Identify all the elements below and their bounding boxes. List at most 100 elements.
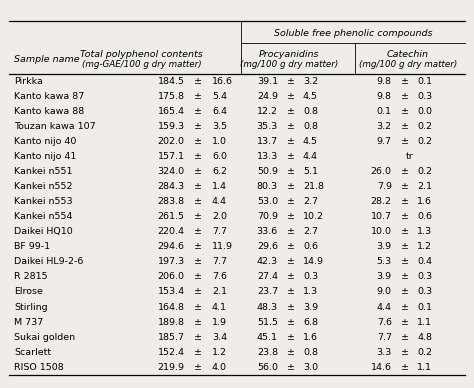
Text: 159.3: 159.3	[157, 122, 185, 131]
Text: 3.2: 3.2	[376, 122, 392, 131]
Text: 1.3: 1.3	[303, 288, 318, 296]
Text: 28.2: 28.2	[371, 197, 392, 206]
Text: Stirling: Stirling	[14, 303, 48, 312]
Text: 165.4: 165.4	[158, 107, 185, 116]
Text: ±: ±	[287, 272, 295, 281]
Text: 16.6: 16.6	[212, 77, 233, 86]
Text: 5.4: 5.4	[212, 92, 227, 101]
Text: 4.4: 4.4	[212, 197, 227, 206]
Text: ±: ±	[194, 303, 202, 312]
Text: ±: ±	[194, 272, 202, 281]
Text: 7.7: 7.7	[377, 333, 392, 341]
Text: 13.7: 13.7	[257, 137, 278, 146]
Text: Sample name: Sample name	[14, 55, 80, 64]
Text: ±: ±	[194, 92, 202, 101]
Text: ±: ±	[194, 182, 202, 191]
Text: Procyanidins: Procyanidins	[259, 50, 319, 59]
Text: ±: ±	[287, 197, 295, 206]
Text: 0.2: 0.2	[417, 167, 432, 176]
Text: 1.1: 1.1	[417, 317, 432, 327]
Text: ±: ±	[401, 77, 409, 86]
Text: 24.9: 24.9	[257, 92, 278, 101]
Text: 5.3: 5.3	[376, 257, 392, 267]
Text: 219.9: 219.9	[158, 363, 185, 372]
Text: ±: ±	[287, 167, 295, 176]
Text: RISO 1508: RISO 1508	[14, 363, 64, 372]
Text: ±: ±	[401, 92, 409, 101]
Text: ±: ±	[194, 242, 202, 251]
Text: ±: ±	[194, 317, 202, 327]
Text: 10.0: 10.0	[371, 227, 392, 236]
Text: 45.1: 45.1	[257, 333, 278, 341]
Text: 3.9: 3.9	[376, 242, 392, 251]
Text: 6.4: 6.4	[212, 107, 227, 116]
Text: 4.8: 4.8	[417, 333, 432, 341]
Text: ±: ±	[401, 212, 409, 221]
Text: ±: ±	[401, 197, 409, 206]
Text: 0.6: 0.6	[417, 212, 432, 221]
Text: 50.9: 50.9	[257, 167, 278, 176]
Text: ±: ±	[287, 92, 295, 101]
Text: ±: ±	[287, 333, 295, 341]
Text: ±: ±	[287, 182, 295, 191]
Text: ±: ±	[401, 107, 409, 116]
Text: 294.6: 294.6	[158, 242, 185, 251]
Text: 6.0: 6.0	[212, 152, 227, 161]
Text: 3.9: 3.9	[303, 303, 318, 312]
Text: 80.3: 80.3	[257, 182, 278, 191]
Text: 9.8: 9.8	[377, 77, 392, 86]
Text: ±: ±	[194, 333, 202, 341]
Text: ±: ±	[287, 348, 295, 357]
Text: 14.6: 14.6	[371, 363, 392, 372]
Text: (mg/100 g dry matter): (mg/100 g dry matter)	[240, 60, 338, 69]
Text: ±: ±	[194, 167, 202, 176]
Text: 0.8: 0.8	[303, 107, 318, 116]
Text: 206.0: 206.0	[158, 272, 185, 281]
Text: ±: ±	[401, 303, 409, 312]
Text: ±: ±	[401, 227, 409, 236]
Text: Daikei HQ10: Daikei HQ10	[14, 227, 73, 236]
Text: 3.0: 3.0	[303, 363, 318, 372]
Text: ±: ±	[194, 122, 202, 131]
Text: Daikei HL9-2-6: Daikei HL9-2-6	[14, 257, 83, 267]
Text: 7.6: 7.6	[377, 317, 392, 327]
Text: 7.6: 7.6	[212, 272, 227, 281]
Text: 51.5: 51.5	[257, 317, 278, 327]
Text: 11.9: 11.9	[212, 242, 233, 251]
Text: 0.2: 0.2	[417, 122, 432, 131]
Text: 4.0: 4.0	[212, 363, 227, 372]
Text: Kanto kawa 87: Kanto kawa 87	[14, 92, 84, 101]
Text: 0.1: 0.1	[417, 77, 432, 86]
Text: ±: ±	[401, 257, 409, 267]
Text: (mg/100 g dry matter): (mg/100 g dry matter)	[358, 60, 457, 69]
Text: 189.8: 189.8	[158, 317, 185, 327]
Text: ±: ±	[194, 152, 202, 161]
Text: 33.6: 33.6	[257, 227, 278, 236]
Text: 261.5: 261.5	[158, 212, 185, 221]
Text: ±: ±	[287, 77, 295, 86]
Text: Kanto nijo 40: Kanto nijo 40	[14, 137, 76, 146]
Text: Elrose: Elrose	[14, 288, 43, 296]
Text: 3.4: 3.4	[212, 333, 227, 341]
Text: Sukai golden: Sukai golden	[14, 333, 75, 341]
Text: 0.1: 0.1	[377, 107, 392, 116]
Text: 164.8: 164.8	[158, 303, 185, 312]
Text: 5.1: 5.1	[303, 167, 318, 176]
Text: 1.4: 1.4	[212, 182, 227, 191]
Text: ±: ±	[194, 348, 202, 357]
Text: tr: tr	[406, 152, 414, 161]
Text: 6.2: 6.2	[212, 167, 227, 176]
Text: ±: ±	[401, 242, 409, 251]
Text: ±: ±	[287, 317, 295, 327]
Text: Pirkka: Pirkka	[14, 77, 43, 86]
Text: 29.6: 29.6	[257, 242, 278, 251]
Text: 0.3: 0.3	[417, 288, 432, 296]
Text: 6.8: 6.8	[303, 317, 318, 327]
Text: (mg-GAE/100 g dry matter): (mg-GAE/100 g dry matter)	[82, 60, 201, 69]
Text: 7.7: 7.7	[212, 257, 227, 267]
Text: 1.9: 1.9	[212, 317, 227, 327]
Text: 153.4: 153.4	[157, 288, 185, 296]
Text: Kankei n552: Kankei n552	[14, 182, 73, 191]
Text: ±: ±	[401, 348, 409, 357]
Text: 175.8: 175.8	[158, 92, 185, 101]
